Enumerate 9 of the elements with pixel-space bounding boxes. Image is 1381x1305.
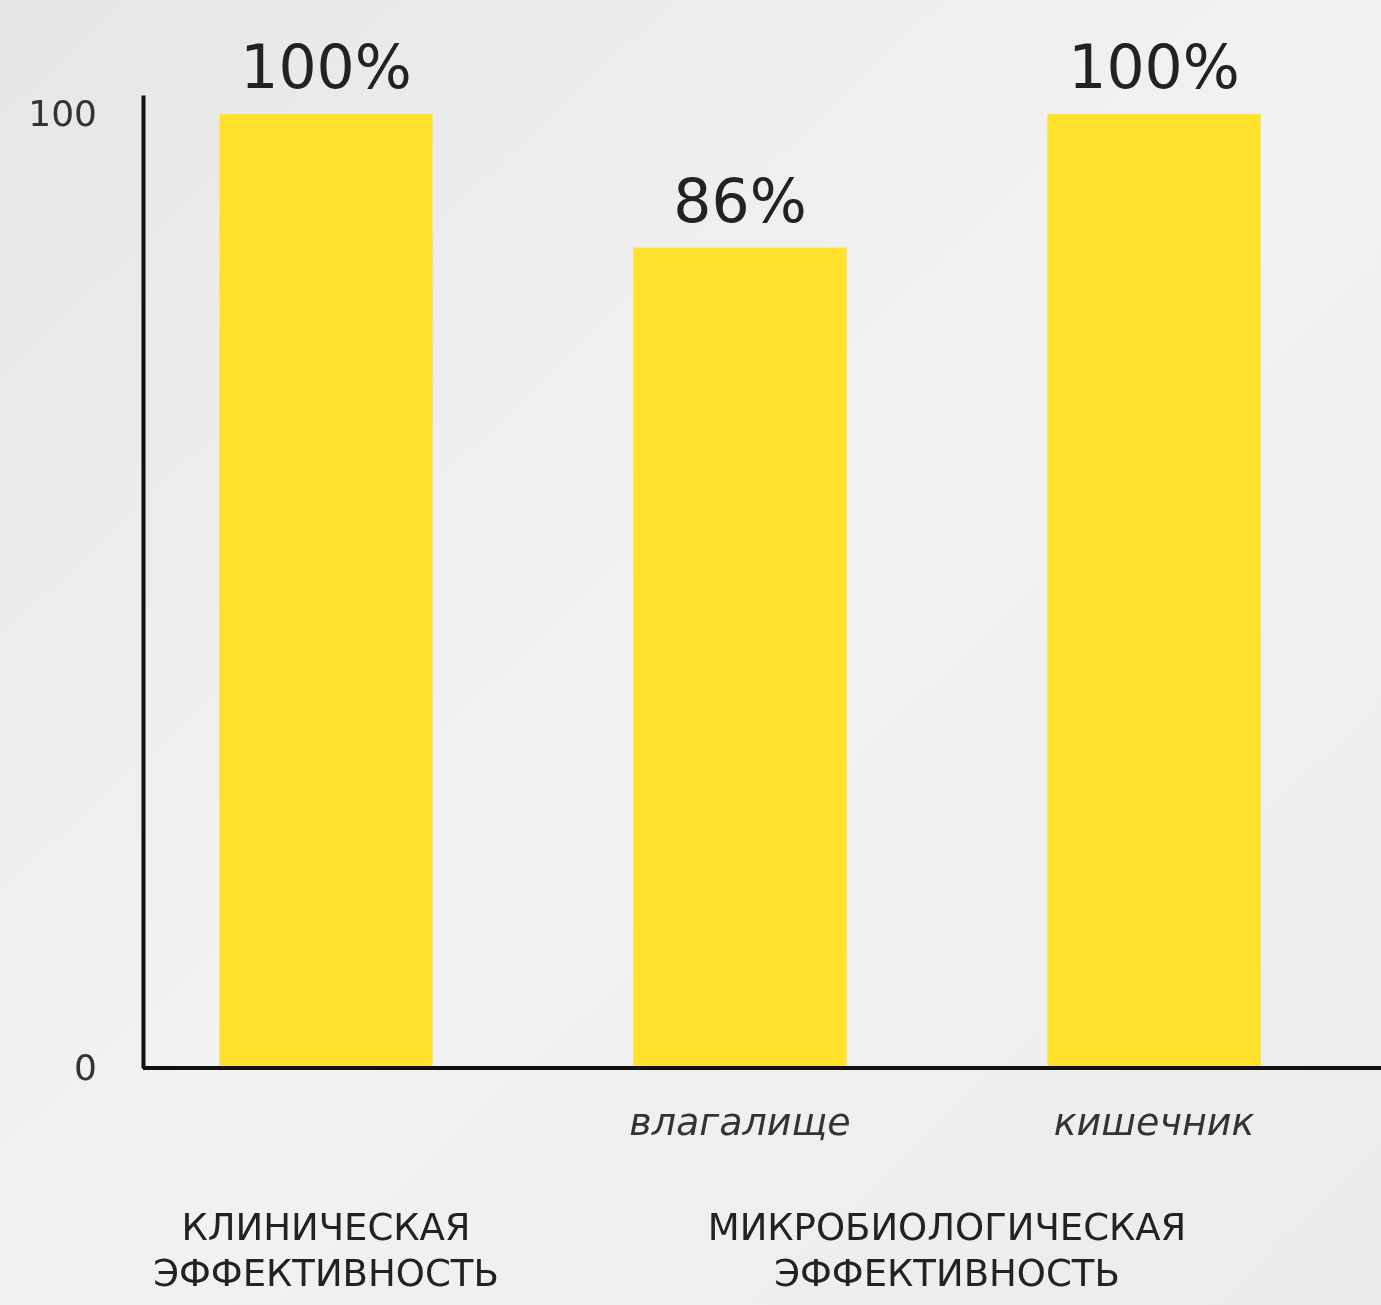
x-tick-label: влагалище [629, 1099, 851, 1144]
data-label: 86% [673, 165, 807, 236]
text: МИКРОБИОЛОГИЧЕСКАЯ ЭФФЕКТИВНОСТЬ [707, 1206, 1187, 1295]
y-tick-label: 100 [28, 93, 97, 135]
y-tick-label: 0 [74, 1047, 97, 1089]
data-label: 100% [1068, 32, 1240, 103]
x-tick-label: кишечник [1053, 1099, 1255, 1144]
text: КЛИНИЧЕСКАЯ ЭФФЕКТИВНОСТЬ [153, 1206, 499, 1295]
data-label: 100% [240, 32, 412, 103]
